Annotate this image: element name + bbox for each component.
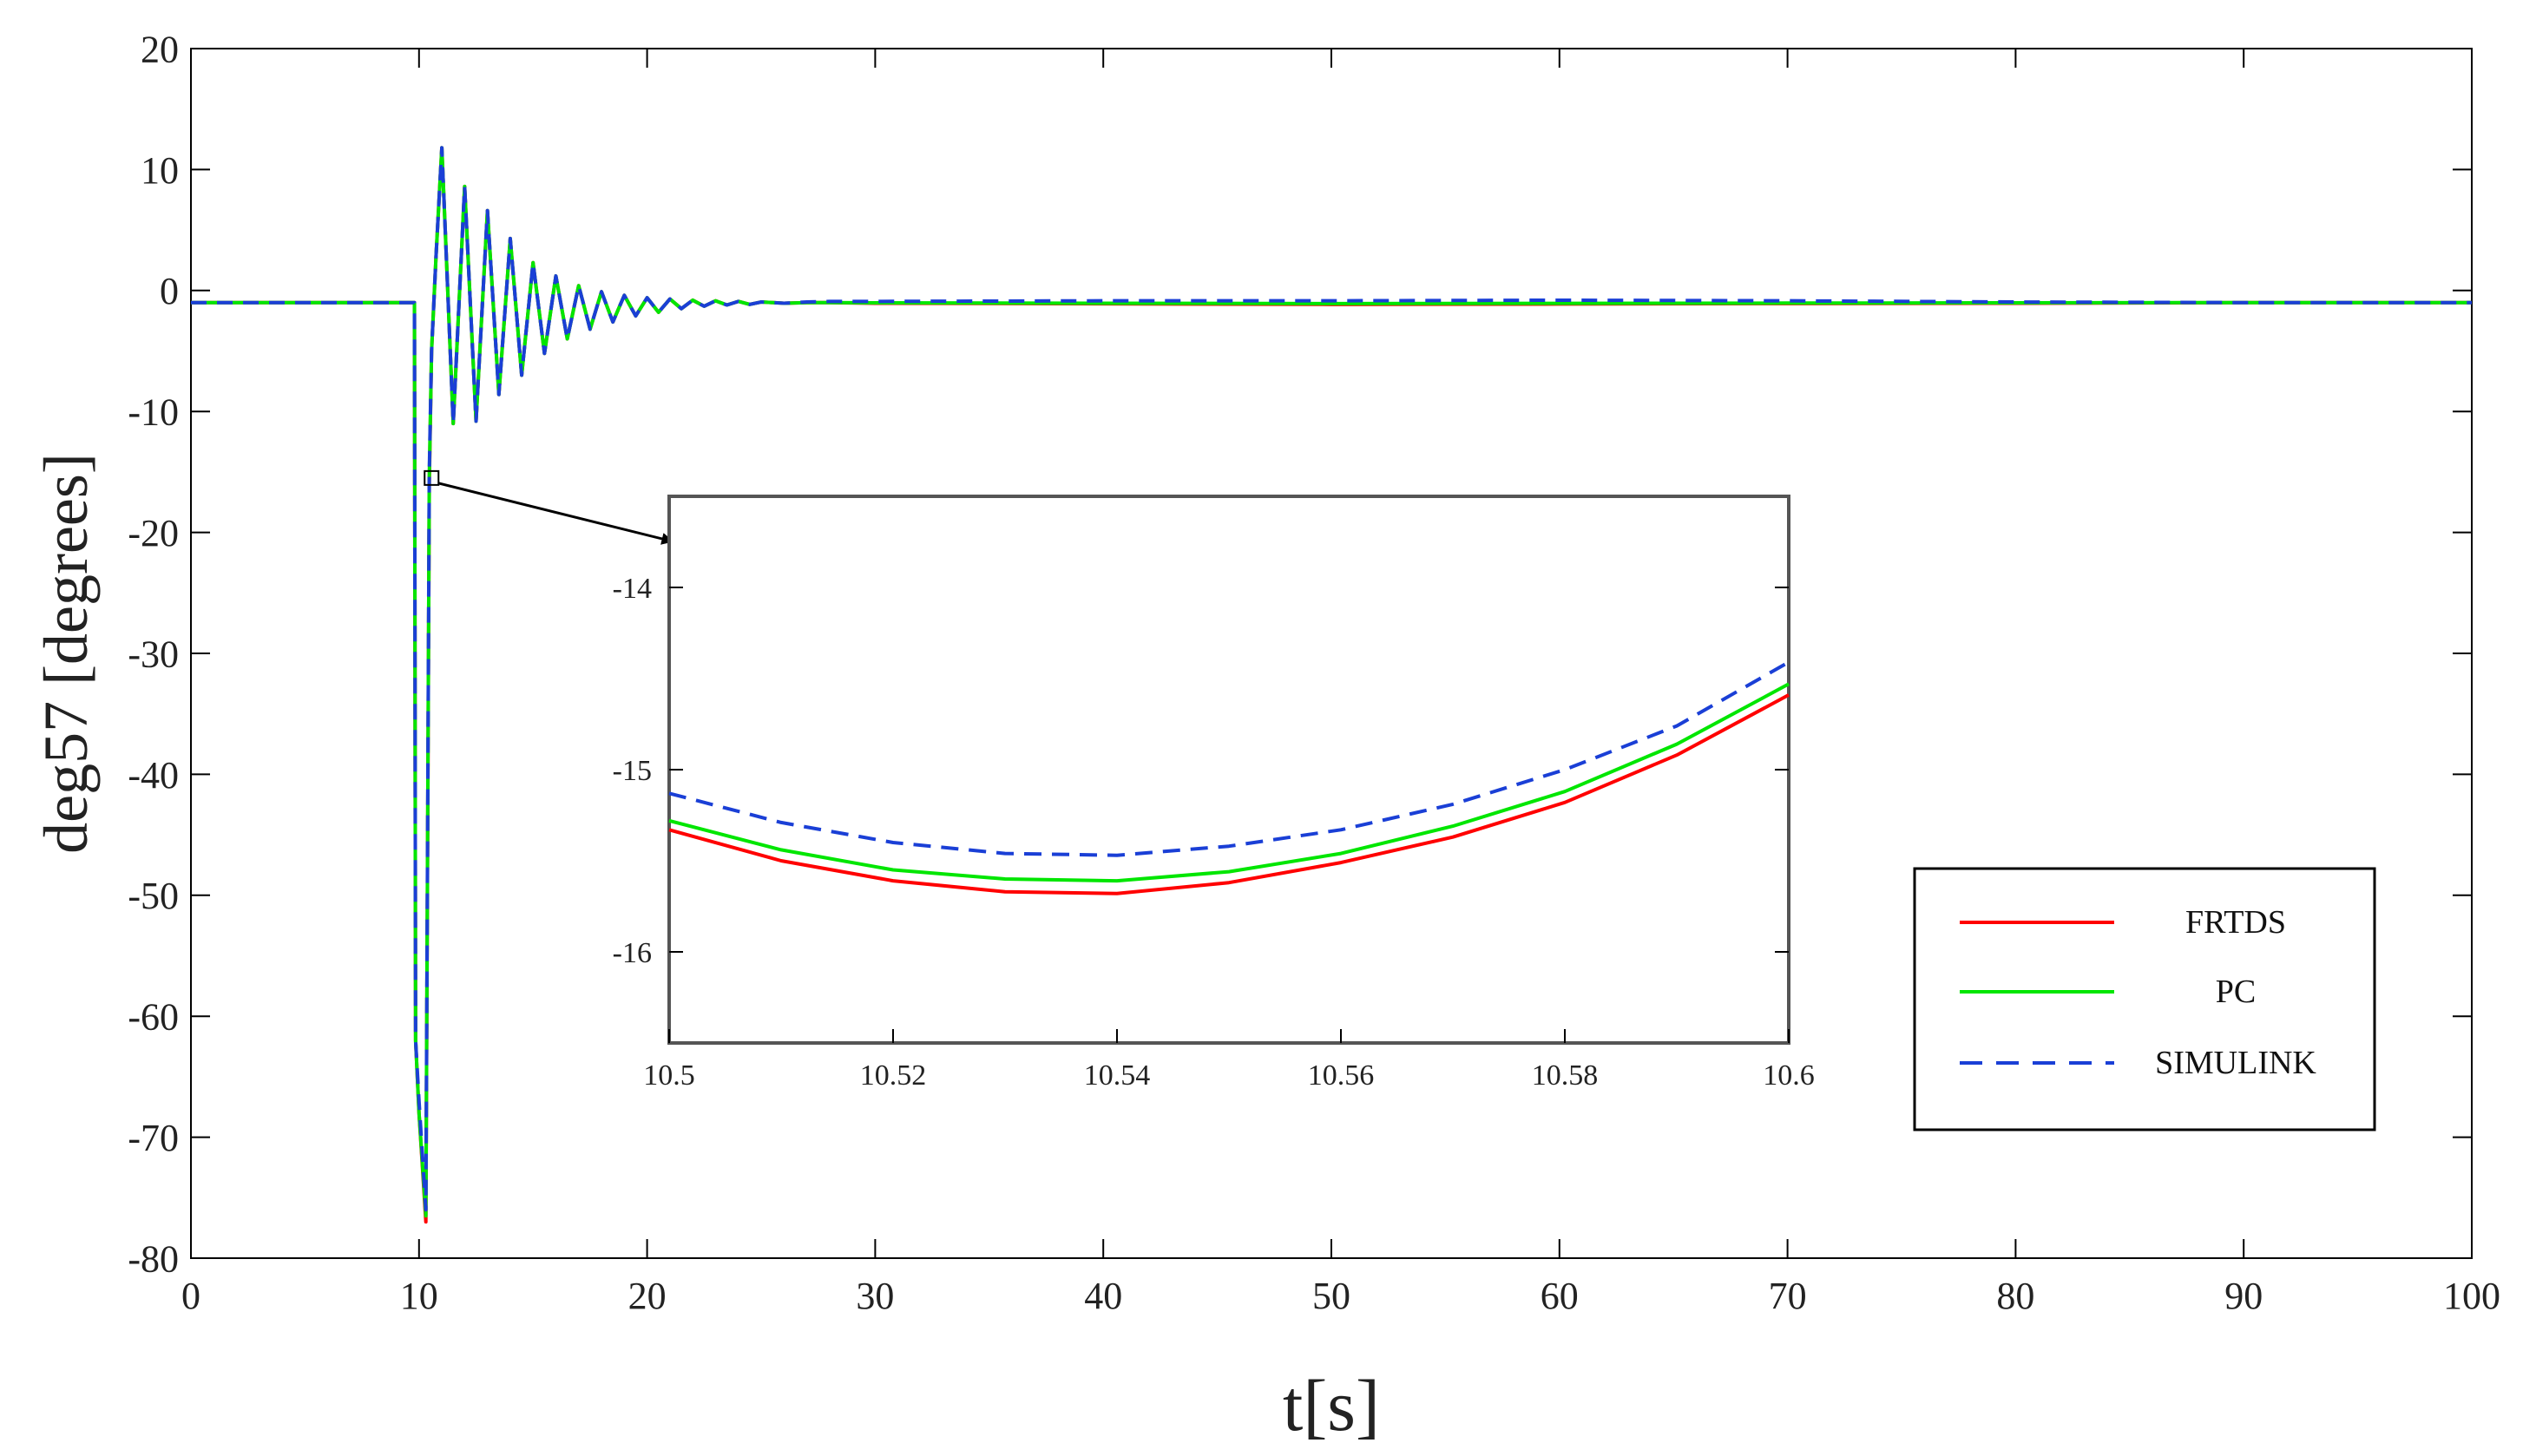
main-y-tick-label: 10 [141,149,179,192]
y-axis-title: deg57 [degrees] [31,453,101,854]
x-axis-title: t[s] [1283,1366,1380,1446]
main-x-tick-label: 10 [400,1275,438,1317]
inset-plot: 10.5 10.52 10.54 10.56 10.58 10.6 -14 -15 -16 [613,495,1815,1092]
main-y-tick-label: -70 [128,1117,179,1159]
main-x-tick-label: 50 [1312,1275,1350,1317]
main-y-tick-label: 0 [160,270,179,312]
main-x-tick-label: 70 [1769,1275,1807,1317]
main-y-tick-label: -10 [128,391,179,434]
legend-box [1913,867,2376,1131]
main-x-tick-label: 40 [1084,1275,1122,1317]
inset-x-tick-label: 10.52 [860,1059,927,1092]
inset-series-simulink [668,660,1790,857]
main-axis-ticks [190,48,2473,1259]
inset-y-tick-label: -15 [613,755,652,787]
inset-x-tick-label: 10.54 [1084,1059,1151,1092]
main-y-tick-label: -40 [128,754,179,797]
legend-label-pc: PC [2216,974,2256,1010]
inset-plot-frame [667,495,1790,1045]
main-x-tick-label: 0 [181,1275,200,1317]
inset-series-frtds [668,693,1790,895]
main-plot: 0 10 20 30 40 50 60 70 80 90 10020100-10-20-30-40-… [31,28,2500,1446]
inset-y-tick-label: -16 [613,937,652,969]
main-tick-labels: 0 10 20 30 40 50 60 70 80 90 10020100-10-20-30-40-… [128,28,2500,1317]
inset-x-tick-label: 10.58 [1532,1059,1599,1092]
main-y-tick-label: -80 [128,1237,179,1280]
inset-x-tick-label: 10.6 [1763,1059,1815,1092]
zoom-arrow [437,482,674,545]
inset-tick-labels: 10.5 10.52 10.54 10.56 10.58 10.6 -14 -15 -16 [613,573,1815,1092]
main-series-simulink [191,146,2472,1212]
main-y-tick-label: -50 [128,875,179,917]
main-y-tick-label: -20 [128,512,179,554]
inset-axis-ticks [668,587,1790,1043]
main-x-tick-label: 100 [2443,1275,2500,1317]
main-x-tick-label: 90 [2224,1275,2263,1317]
legend-label-frtds: FRTDS [2185,904,2286,941]
legend-label-simulink: SIMULINK [2155,1045,2316,1081]
zoom-annotation [424,469,674,545]
legend: FRTDS PC SIMULINK [1913,867,2376,1131]
zoom-marker-box [424,469,440,486]
inset-series [668,660,1790,895]
main-y-tick-label: -60 [128,996,179,1039]
main-x-tick-label: 80 [1996,1275,2034,1317]
main-y-tick-label: -30 [128,633,179,675]
main-series [191,146,2472,1224]
main-x-tick-label: 60 [1541,1275,1579,1317]
main-x-tick-label: 20 [628,1275,667,1317]
main-x-tick-label: 30 [856,1275,894,1317]
main-y-tick-label: 20 [141,28,179,70]
inset-series-pc [668,682,1790,883]
inset-y-tick-label: -14 [613,573,652,605]
inset-x-tick-label: 10.5 [643,1059,695,1092]
inset-x-tick-label: 10.56 [1308,1059,1375,1092]
